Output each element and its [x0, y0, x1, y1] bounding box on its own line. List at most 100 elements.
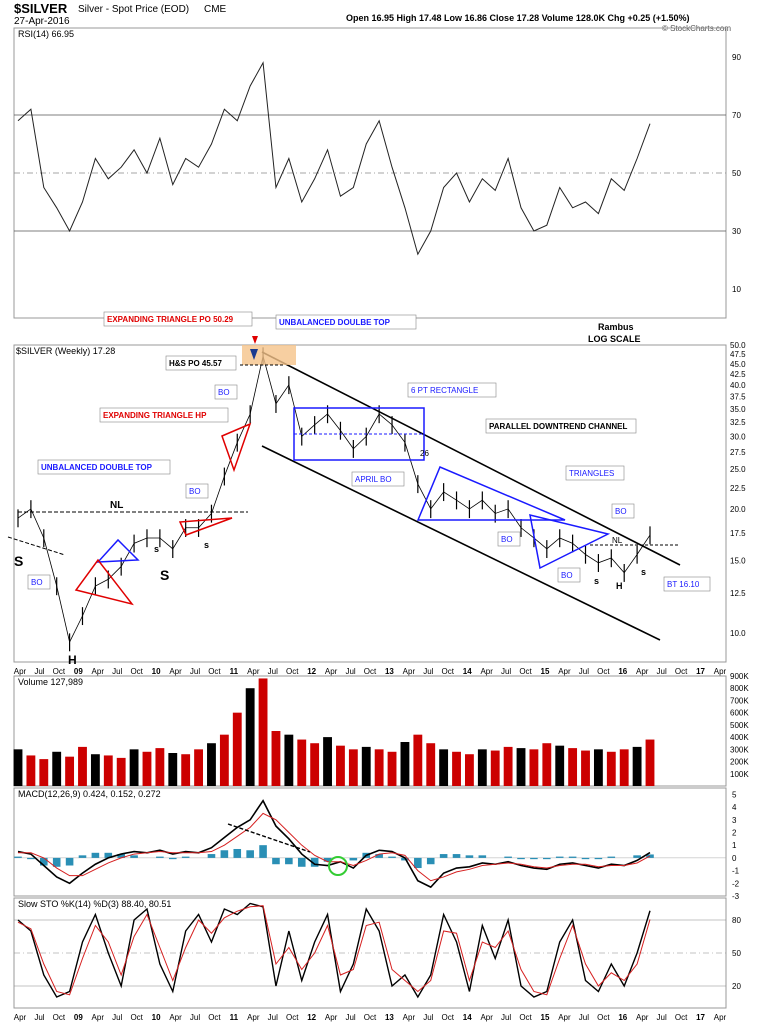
- x-axis-label: Apr: [403, 1013, 416, 1022]
- price-tick-label: 10.0: [730, 629, 746, 638]
- rsi-tick-label: 90: [732, 53, 741, 62]
- annotation-6pt-rect-box: [407, 382, 497, 398]
- triangle-2: [529, 513, 611, 570]
- neckline-left: [7, 536, 66, 556]
- rsi-tick-label: 10: [732, 285, 741, 294]
- x-axis-label: Apr: [558, 667, 571, 676]
- x-axis-label: Apr: [480, 1013, 493, 1022]
- volume-bar: [645, 739, 655, 786]
- x-axis-label: Jul: [190, 667, 200, 676]
- annotation-log-scale: LOG SCALE: [588, 334, 641, 344]
- x-axis-label: Oct: [364, 1013, 377, 1022]
- x-axis-label: Oct: [597, 1013, 610, 1022]
- volume-bar: [310, 743, 320, 786]
- macd-hist-bar: [65, 857, 74, 866]
- macd-hist-bar: [452, 854, 461, 858]
- annotation-unbalanced-top-1: UNBALANCED DOULBE TOP: [279, 318, 391, 327]
- volume-bar: [503, 746, 513, 786]
- macd-hist-bar: [414, 857, 422, 869]
- x-axis-label: Apr: [325, 667, 338, 676]
- panel-frame-macd: [13, 787, 727, 897]
- annotation-bo-3: BO: [615, 507, 627, 516]
- annotation-exp-tri-hp: EXPANDING TRIANGLE HP: [103, 411, 207, 420]
- macd-hist-bar: [246, 850, 254, 858]
- x-axis-label: Oct: [286, 1013, 299, 1022]
- x-axis-label: Oct: [53, 667, 66, 676]
- annotation-exp-tri-po-box: [103, 311, 253, 327]
- volume-bar: [452, 751, 461, 786]
- macd-tick-label: -2: [732, 879, 740, 888]
- price-tick-label: 45.0: [730, 360, 746, 369]
- macd-hist-bar: [594, 857, 603, 860]
- volume-bar: [619, 749, 629, 786]
- macd-hist-bar: [14, 856, 22, 858]
- x-axis-label: 13: [385, 667, 394, 676]
- annotation-bo-4: BO: [501, 535, 513, 544]
- x-axis-label: Jul: [268, 667, 278, 676]
- x-axis-label: 15: [541, 667, 550, 676]
- x-axis-label: 09: [74, 1013, 83, 1022]
- volume-bar: [65, 756, 75, 786]
- macd-hist-bar: [91, 852, 100, 858]
- macd-hist-bar: [78, 855, 87, 858]
- macd-hist-bar: [323, 857, 332, 862]
- volume-tick-label: 300K: [730, 745, 749, 754]
- x-axis-label: 13: [385, 1013, 394, 1022]
- macd-tick-label: 1: [732, 841, 737, 850]
- price-tick-label: 35.0: [730, 405, 746, 414]
- sto-series-pctd: [17, 905, 651, 996]
- x-axis-label: 14: [463, 667, 472, 676]
- sto-label: Slow STO %K(14) %D(3) 88.40, 80.51: [18, 899, 171, 909]
- volume-bar: [529, 749, 539, 786]
- annotation-exp-tri-po: EXPANDING TRIANGLE PO 50.29: [107, 315, 234, 324]
- annotation-s-small-2: s: [204, 540, 209, 550]
- volume-bar: [52, 751, 62, 786]
- volume-tick-label: 900K: [730, 672, 749, 681]
- x-axis-label: Apr: [247, 1013, 260, 1022]
- macd-tick-label: -1: [732, 867, 740, 876]
- volume-bar: [593, 749, 603, 786]
- volume-tick-label: 500K: [730, 721, 749, 730]
- annotation-hs-po-box: [165, 355, 237, 371]
- x-axis-label: Oct: [130, 667, 143, 676]
- volume-bar: [116, 757, 126, 786]
- volume-bar: [245, 688, 255, 786]
- volume-bar: [258, 678, 268, 786]
- volume-tick-label: 700K: [730, 696, 749, 705]
- annotation-unbalanced-top-2-box: [37, 459, 171, 475]
- volume-bar: [477, 749, 487, 786]
- rsi-tick-label: 70: [732, 111, 741, 120]
- x-axis-label: Jul: [579, 667, 589, 676]
- x-axis-label: Oct: [597, 667, 610, 676]
- macd-hist-bar: [181, 856, 190, 858]
- channel-upper-line: [261, 351, 681, 566]
- annotation-s-right: S: [160, 567, 169, 583]
- price-tick-label: 20.0: [730, 505, 746, 514]
- channel-lower-line: [261, 445, 661, 641]
- macd-hist-bar: [581, 857, 590, 860]
- triangle-3: [96, 538, 140, 563]
- price-tick-label: 47.5: [730, 350, 746, 359]
- volume-bar: [39, 759, 49, 786]
- macd-series-macd: [17, 799, 651, 889]
- x-axis-label: Oct: [675, 667, 688, 676]
- macd-hist-bar: [52, 857, 61, 867]
- volume-bar: [426, 743, 436, 786]
- x-axis-label: 12: [307, 1013, 316, 1022]
- x-axis-label: Jul: [657, 1013, 667, 1022]
- annotation-bo-5: BO: [561, 571, 573, 580]
- macd-hist-bar: [375, 854, 383, 858]
- volume-bar: [271, 731, 281, 786]
- x-axis-label: Apr: [636, 667, 649, 676]
- x-axis-label: 11: [230, 667, 239, 676]
- x-axis-label: Jul: [423, 1013, 433, 1022]
- annotation-bo-4-box: [497, 531, 521, 547]
- macd-hist-bar: [388, 856, 396, 858]
- volume-bar: [490, 750, 500, 786]
- x-axis-label: Oct: [442, 667, 455, 676]
- price-line: [17, 355, 651, 644]
- annotation-bo-1-box: [214, 384, 238, 400]
- x-axis-label: Oct: [364, 667, 377, 676]
- macd-hist-bar: [543, 857, 551, 860]
- x-axis-label: 10: [152, 1013, 161, 1022]
